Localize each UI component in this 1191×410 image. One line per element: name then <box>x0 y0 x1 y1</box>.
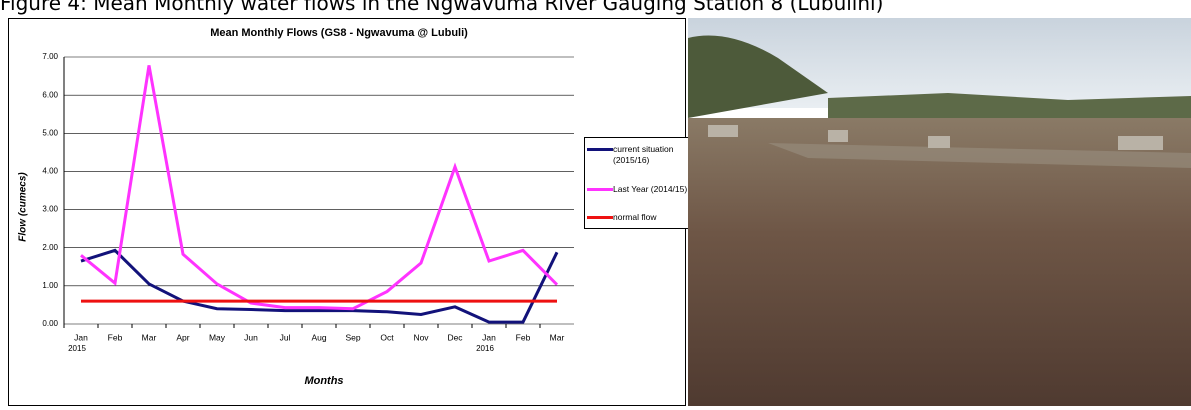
legend-label: Last Year (2014/15) <box>613 184 691 195</box>
page: Figure 4: Mean Monthly water flows in th… <box>0 0 1191 406</box>
y-tick-label: 2.00 <box>42 243 58 252</box>
legend-item: current situation (2015/16) <box>587 144 691 166</box>
y-tick-label: 6.00 <box>42 90 58 99</box>
x-year-label: 2015 <box>68 344 86 353</box>
legend-item: Last Year (2014/15) <box>587 184 691 195</box>
x-tick-label: Aug <box>311 332 326 342</box>
chart-title: Mean Monthly Flows (GS8 - Ngwavuma @ Lub… <box>210 27 468 39</box>
x-tick-label: Dec <box>447 332 463 342</box>
x-tick-label: May <box>209 332 226 342</box>
legend-label: normal flow <box>613 212 691 223</box>
x-tick-label: Jun <box>244 332 258 342</box>
x-year-label: 2016 <box>476 344 494 353</box>
x-tick-label: Jul <box>280 332 291 342</box>
y-tick-label: 5.00 <box>42 128 58 137</box>
y-tick-label: 3.00 <box>42 205 58 214</box>
x-tick-label: Jan <box>482 332 496 342</box>
y-tick-label: 7.00 <box>42 52 58 61</box>
x-tick-label: Oct <box>380 332 394 342</box>
y-tick-label: 1.00 <box>42 281 58 290</box>
y-axis-label: Flow (cumecs) <box>18 172 29 242</box>
legend-swatch <box>587 148 613 151</box>
x-tick-label: Mar <box>550 332 565 342</box>
x-tick-label: Sep <box>345 332 360 342</box>
x-tick-label: Jan <box>74 332 88 342</box>
series-line <box>81 250 557 322</box>
y-tick-label: 0.00 <box>42 319 58 328</box>
chart-frame: Mean Monthly Flows (GS8 - Ngwavuma @ Lub… <box>8 18 686 406</box>
legend-swatch <box>587 188 613 191</box>
photo <box>688 18 1191 406</box>
legend-item: normal flow <box>587 212 691 223</box>
y-tick-label: 4.00 <box>42 167 58 176</box>
x-tick-label: Apr <box>176 332 189 342</box>
legend-swatch <box>587 216 613 219</box>
x-tick-label: Mar <box>142 332 157 342</box>
x-tick-label: Feb <box>516 332 531 342</box>
x-tick-label: Feb <box>108 332 123 342</box>
legend-label: current situation (2015/16) <box>613 144 691 166</box>
caption: Figure 4: Mean Monthly water flows in th… <box>0 0 883 15</box>
x-tick-label: Nov <box>413 332 429 342</box>
x-axis-label: Months <box>304 375 343 387</box>
series-line <box>81 65 557 308</box>
legend: current situation (2015/16) Last Year (20… <box>584 137 694 229</box>
